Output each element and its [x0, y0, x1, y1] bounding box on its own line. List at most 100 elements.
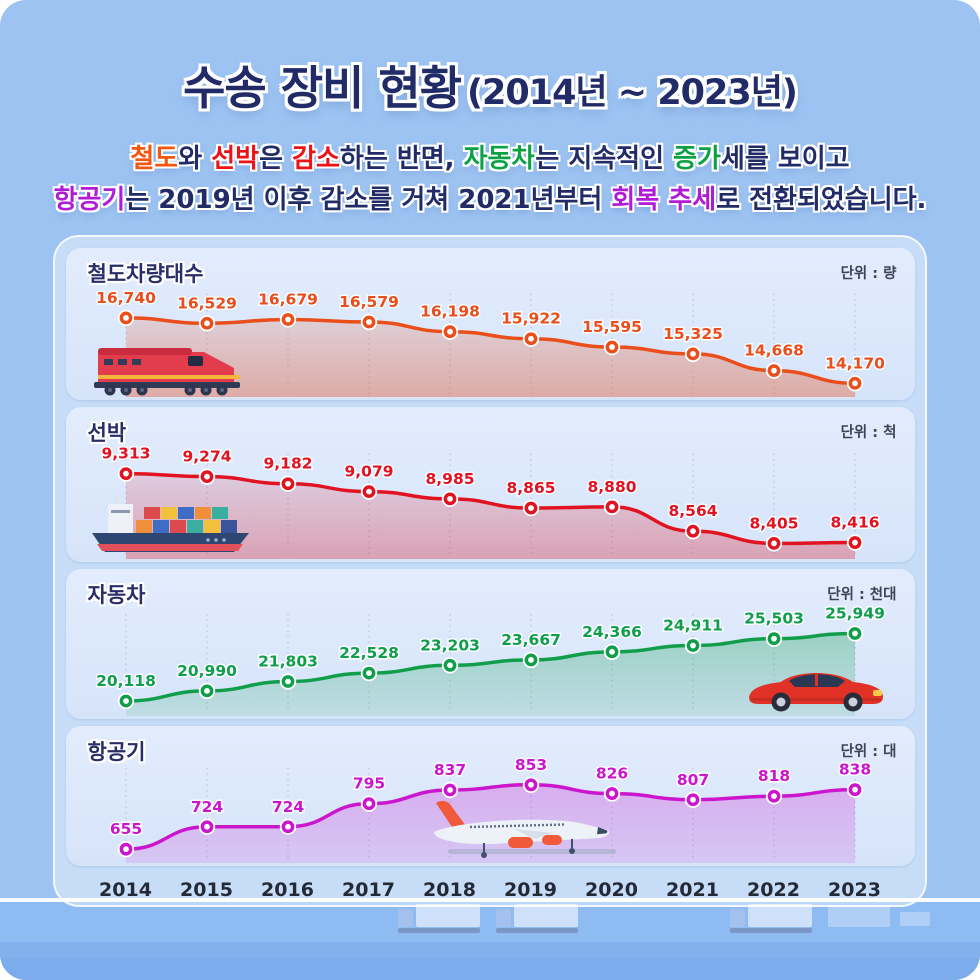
road-band-bottom — [0, 958, 980, 980]
year-label: 2015 — [180, 879, 233, 901]
svg-text:21,803: 21,803 — [258, 652, 318, 670]
svg-text:8,880: 8,880 — [587, 478, 636, 496]
year-label: 2023 — [828, 879, 881, 901]
svg-text:8,985: 8,985 — [425, 470, 474, 488]
svg-text:15,922: 15,922 — [501, 310, 561, 328]
train-icon — [92, 342, 242, 396]
svg-text:838: 838 — [838, 761, 870, 779]
svg-text:724: 724 — [271, 798, 304, 816]
road-divider — [0, 898, 980, 902]
year-label: 2016 — [261, 879, 314, 901]
unit-label-railway: 단위 : 량 — [840, 266, 897, 282]
subtitle-segment: 는 지속적인 — [535, 144, 674, 174]
svg-text:14,170: 14,170 — [825, 354, 885, 372]
year-label: 2014 — [99, 879, 152, 901]
year-label: 2022 — [747, 879, 800, 901]
svg-text:25,949: 25,949 — [825, 605, 885, 623]
panel-title-ship: 선박 — [87, 421, 127, 445]
svg-text:16,740: 16,740 — [96, 289, 156, 307]
x-axis: 2014 2015 2016 2017 2018 2019 2020 2021 2022 2023 — [66, 873, 915, 909]
subtitle-segment: 세를 보이고 — [720, 144, 850, 174]
svg-text:9,274: 9,274 — [182, 448, 231, 466]
ship-line-chart: 9,313 9,274 9,182 9,079 8,985 8,865 8,880 8,564… — [99, 443, 881, 559]
subtitle-segment: 는 2019년 이후 감소를 거쳐 2021년부터 — [125, 184, 612, 215]
subtitle-segment: 증가 — [673, 144, 721, 174]
svg-text:818: 818 — [757, 767, 789, 785]
unit-label-aircraft: 단위 : 대 — [840, 744, 897, 760]
car-line-chart: 20,118 20,990 21,803 22,528 23,203 23,667 24,3… — [94, 603, 886, 716]
year-label: 2017 — [342, 879, 395, 901]
year-label: 2019 — [504, 879, 557, 901]
svg-text:8,416: 8,416 — [830, 514, 879, 532]
unit-label-ship: 단위 : 척 — [840, 425, 897, 441]
svg-text:15,595: 15,595 — [582, 318, 642, 336]
svg-text:23,667: 23,667 — [501, 631, 561, 649]
header: 수송 장비 현황 (2014년 ~ 2023년) 철도와 선박은 감소하는 반면,… — [0, 52, 980, 215]
year-label: 2021 — [666, 879, 719, 901]
subtitle-segment: 하는 반면, — [339, 144, 464, 174]
airplane-icon — [422, 799, 622, 861]
svg-text:9,182: 9,182 — [263, 455, 312, 473]
railway-line-chart: 16,740 16,529 16,679 16,579 16,198 15,922 15,5… — [94, 287, 886, 397]
panel-title-railway: 철도차량대수 — [87, 262, 204, 286]
svg-text:795: 795 — [352, 775, 384, 793]
truck-silhouette-icon — [730, 904, 814, 936]
title-main: 수송 장비 현황 — [183, 61, 462, 115]
year-label: 2018 — [423, 879, 476, 901]
year-label: 2020 — [585, 879, 638, 901]
ship-icon — [88, 494, 253, 558]
chart-panel-car: 20,118 20,990 21,803 22,528 23,203 23,667 24,3… — [65, 569, 915, 719]
svg-text:20,118: 20,118 — [96, 672, 156, 690]
chart-panel-ship: 9,313 9,274 9,182 9,079 8,985 8,865 8,880 8,564… — [65, 407, 915, 562]
car-icon — [741, 661, 891, 713]
svg-text:22,528: 22,528 — [339, 644, 399, 662]
subtitle-segment: 와 — [178, 144, 212, 174]
subtitle-line-2: 항공기는 2019년 이후 감소를 거쳐 2021년부터 회복 추세로 전환되었… — [40, 185, 940, 216]
subtitle-segment: 항공기 — [53, 184, 126, 215]
svg-text:24,366: 24,366 — [582, 623, 642, 641]
svg-text:23,203: 23,203 — [420, 636, 480, 654]
subtitle-segment: 선박 — [211, 144, 260, 174]
svg-text:16,198: 16,198 — [420, 303, 480, 321]
panel-title-aircraft: 항공기 — [87, 740, 146, 764]
svg-text:15,325: 15,325 — [663, 325, 723, 343]
page-title: 수송 장비 현황 (2014년 ~ 2023년) — [0, 52, 980, 118]
subtitle-segment: 철도 — [130, 144, 179, 174]
subtitle-segment: 감소 — [292, 144, 340, 174]
svg-text:655: 655 — [109, 820, 141, 838]
svg-text:8,405: 8,405 — [749, 514, 798, 532]
svg-text:16,679: 16,679 — [258, 290, 318, 308]
subtitle-segment: 은 — [259, 144, 293, 174]
svg-text:8,865: 8,865 — [506, 479, 555, 497]
svg-text:724: 724 — [190, 798, 223, 816]
svg-text:837: 837 — [433, 761, 465, 779]
road-band-lower — [0, 942, 980, 958]
svg-text:9,079: 9,079 — [344, 463, 393, 481]
svg-text:807: 807 — [676, 771, 708, 789]
chart-panel-aircraft: 655 724 724 795 837 853 826 807 818 838 항공기 단위 : … — [65, 726, 915, 866]
charts-container: 16,740 16,529 16,679 16,579 16,198 15,922 15,5… — [53, 235, 927, 907]
building-silhouette — [828, 905, 890, 927]
svg-text:9,313: 9,313 — [101, 445, 150, 463]
svg-text:20,990: 20,990 — [177, 662, 237, 680]
svg-text:8,564: 8,564 — [668, 502, 717, 520]
subtitle-segment: 로 전환되었습니다. — [716, 184, 927, 215]
truck-silhouette-icon — [496, 904, 580, 936]
subtitle-segment: 회복 추세 — [611, 184, 717, 215]
unit-label-car: 단위 : 천대 — [827, 587, 897, 603]
svg-text:25,503: 25,503 — [744, 610, 804, 628]
svg-text:16,579: 16,579 — [339, 293, 399, 311]
svg-text:14,668: 14,668 — [744, 342, 804, 360]
building-silhouette — [900, 912, 930, 926]
svg-text:16,529: 16,529 — [177, 294, 237, 312]
subtitle-segment: 자동차 — [463, 144, 536, 174]
svg-text:853: 853 — [514, 756, 546, 774]
svg-text:24,911: 24,911 — [663, 617, 723, 635]
title-year-range: (2014년 ~ 2023년) — [467, 73, 798, 113]
road-band — [0, 902, 980, 942]
panel-title-car: 자동차 — [87, 583, 146, 607]
svg-text:826: 826 — [595, 765, 627, 783]
chart-panel-railway: 16,740 16,529 16,679 16,579 16,198 15,922 15,5… — [65, 248, 915, 400]
truck-silhouette-icon — [398, 904, 482, 936]
